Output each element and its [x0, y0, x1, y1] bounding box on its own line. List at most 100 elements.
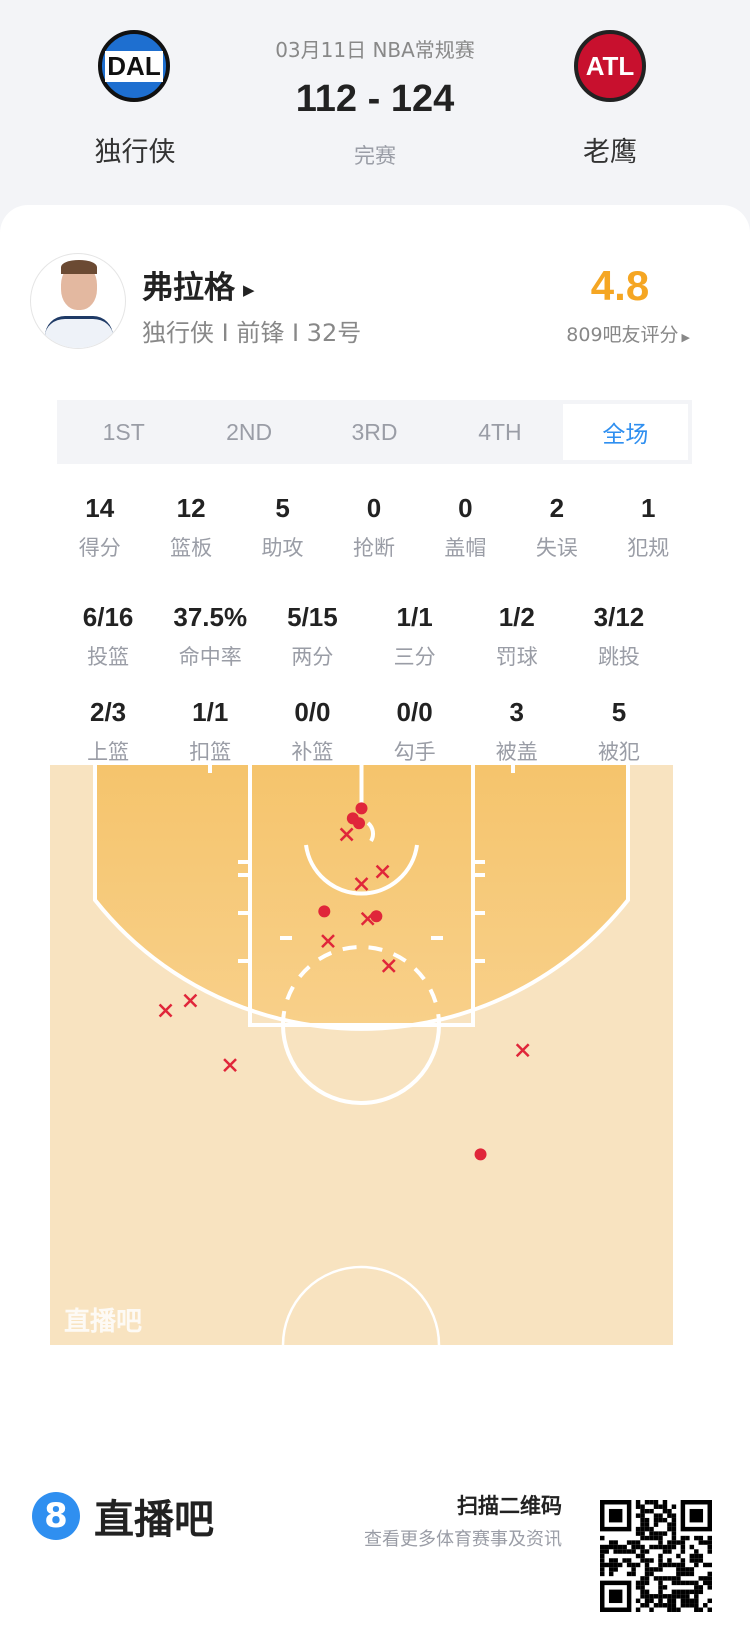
shot-missed-marker: [375, 864, 390, 879]
shot-missed-marker: [223, 1058, 237, 1072]
shot-missed-marker: [321, 934, 335, 948]
stat-item: 0/0 勾手: [364, 697, 466, 766]
player-rating: 4.8: [590, 262, 650, 309]
stat-item: 2/3 上篮: [57, 697, 159, 766]
brand-logo: 8 直播吧: [32, 1487, 214, 1545]
stat-value: 3/12: [593, 602, 645, 632]
home-team-name[interactable]: 独行侠: [94, 137, 176, 168]
dal-logo: DAL: [98, 30, 170, 102]
stat-label: 扣篮: [189, 740, 232, 764]
stat-item: 3/12 跳投: [568, 602, 670, 671]
player-avatar[interactable]: [30, 253, 126, 349]
away-team-name[interactable]: 老鹰: [583, 137, 637, 168]
stat-item: 0/0 补篮: [261, 697, 363, 766]
match-score: 112 - 124: [295, 78, 455, 120]
period-tabs: 1ST 2ND 3RD 4TH 全场: [57, 400, 692, 464]
free-throw-circle-bottom: [281, 1024, 441, 1105]
stat-value: 1/1: [192, 697, 229, 727]
brand-badge: 8: [32, 1492, 80, 1540]
caret-right-icon: ▶: [243, 280, 255, 299]
tab-1ST[interactable]: 1ST: [102, 418, 145, 445]
qr-title: 扫描二维码: [457, 1494, 562, 1518]
stat-label: 两分: [291, 645, 334, 669]
stat-label: 上篮: [87, 740, 130, 764]
watermark: 直播吧: [64, 1307, 142, 1337]
shot-made-marker: [318, 905, 331, 918]
stat-item: 5 被犯: [568, 697, 670, 766]
shot-made-marker: [355, 802, 368, 815]
stat-label: 助攻: [261, 536, 304, 560]
stat-value: 0/0: [294, 697, 331, 727]
stat-value: 2: [549, 493, 565, 523]
stat-value: 5: [611, 697, 627, 727]
stat-value: 1: [641, 493, 656, 523]
caret-right-icon: ▶: [681, 331, 690, 344]
center-circle: [281, 1265, 441, 1345]
stat-item: 14 得分: [54, 493, 145, 562]
stats-row-basic: 14 得分 12 篮板 5 助攻 0 抢断 0 盖帽 2 失误 1 犯规: [54, 493, 694, 562]
stat-value: 2/3: [90, 697, 127, 727]
stats-row-shooting: 6/16 投篮 37.5% 命中率 5/15 两分 1/1 三分 1/2 罚球 3/12 跳投: [57, 602, 670, 671]
stat-item: 0 抢断: [328, 493, 419, 562]
tab-全场[interactable]: 全场: [562, 404, 689, 460]
shot-missed-marker: [354, 877, 369, 891]
rim: [366, 821, 375, 843]
match-status: 完赛: [354, 144, 396, 168]
shot-made-marker: [353, 817, 366, 830]
stat-value: 6/16: [82, 602, 134, 632]
stat-label: 失误: [535, 536, 578, 560]
restricted-arc: [304, 844, 419, 896]
qr-code[interactable]: [600, 1500, 712, 1612]
stat-label: 勾手: [393, 740, 436, 764]
stat-value: 12: [176, 493, 206, 523]
stat-label: 被犯: [597, 740, 640, 764]
stat-value: 1/1: [396, 602, 433, 632]
shot-missed-marker: [339, 827, 354, 842]
stat-item: 1 犯规: [603, 493, 694, 562]
stat-item: 6/16 投篮: [57, 602, 159, 671]
stat-label: 命中率: [178, 645, 242, 669]
shot-missed-marker: [158, 1003, 173, 1018]
stat-value: 5/15: [287, 602, 338, 632]
stat-item: 1/1 三分: [364, 602, 466, 671]
tab-2ND[interactable]: 2ND: [226, 418, 273, 445]
shot-missed-marker: [515, 1043, 530, 1058]
stat-value: 0: [366, 493, 382, 523]
shot-missed-marker: [381, 958, 396, 973]
rating-count-link[interactable]: 809吧友评分 ▶: [566, 324, 690, 346]
stat-item: 37.5% 命中率: [159, 602, 261, 671]
match-date-league: 03月11日 NBA常规赛: [275, 38, 475, 62]
brand-name: 直播吧: [94, 1497, 214, 1543]
stat-label: 投篮: [87, 645, 130, 669]
stat-value: 37.5%: [173, 602, 248, 632]
stat-label: 得分: [78, 536, 121, 560]
stat-label: 跳投: [597, 645, 640, 669]
stat-item: 0 盖帽: [420, 493, 511, 562]
shot-missed-marker: [183, 993, 198, 1008]
shot-made-marker: [474, 1148, 487, 1161]
stat-item: 12 篮板: [145, 493, 236, 562]
stat-item: 5/15 两分: [261, 602, 363, 671]
tab-4TH[interactable]: 4TH: [478, 418, 522, 445]
stat-label: 被盖: [495, 740, 538, 764]
lane: [248, 765, 475, 1027]
free-throw-circle-top: [281, 945, 441, 1026]
stat-value: 5: [275, 493, 290, 523]
stat-label: 犯规: [627, 536, 670, 560]
qr-subtitle: 查看更多体育赛事及资讯: [364, 1529, 562, 1550]
stats-row-shot-types: 2/3 上篮 1/1 扣篮 0/0 补篮 0/0 勾手 3 被盖 5 被犯: [57, 697, 670, 766]
stat-item: 3 被盖: [466, 697, 568, 766]
stat-value: 14: [85, 493, 115, 523]
shot-missed-marker: [360, 911, 375, 926]
stat-item: 2 失误: [511, 493, 602, 562]
shot-made-marker: [370, 910, 383, 923]
stat-item: 5 助攻: [237, 493, 328, 562]
stat-label: 盖帽: [444, 536, 487, 560]
stat-value: 1/2: [498, 602, 535, 632]
tab-3RD[interactable]: 3RD: [351, 418, 398, 445]
stat-item: 1/1 扣篮: [159, 697, 261, 766]
player-name-link[interactable]: 弗拉格 ▶: [142, 270, 255, 306]
three-point-area: [95, 765, 628, 1029]
stat-label: 抢断: [352, 536, 395, 560]
stat-item: 1/2 罚球: [466, 602, 568, 671]
